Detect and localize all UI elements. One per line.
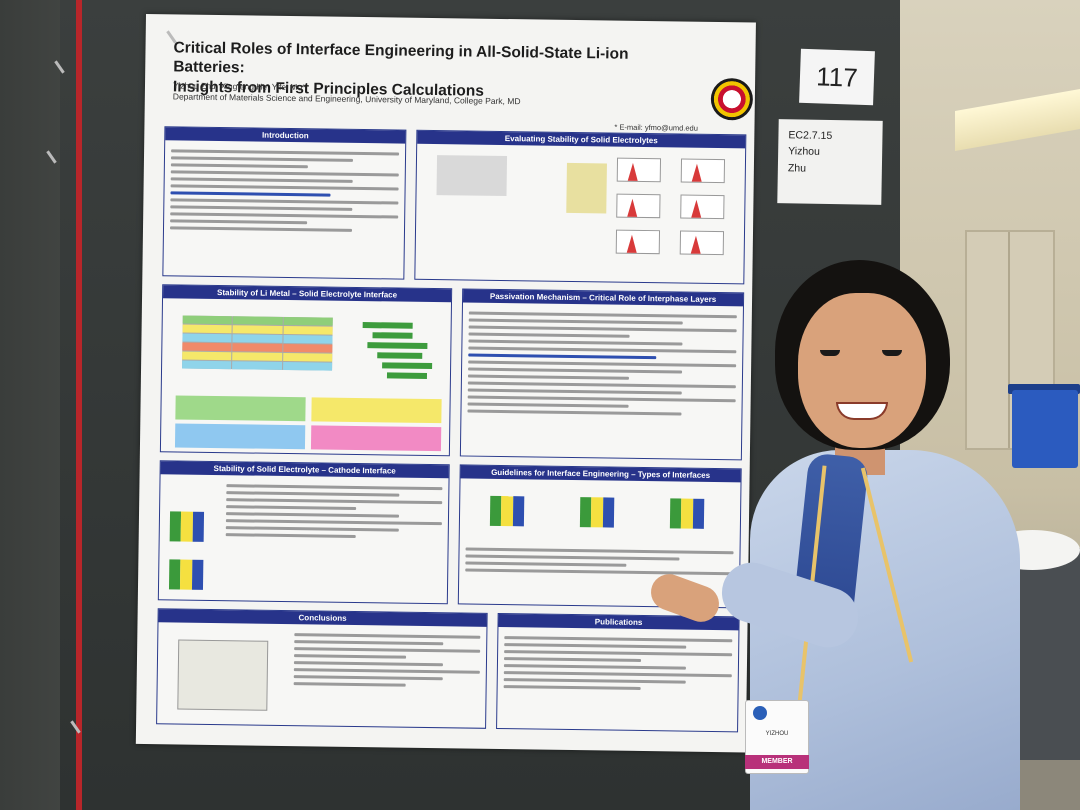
poster-email: * E-mail: yfmo@umd.edu [614,122,699,133]
interface-stack [168,559,204,590]
schematic-diagram [566,162,607,214]
interface-type-1 [489,495,525,527]
callout-yellow [311,397,442,424]
stability-bar [372,332,413,339]
stability-bar [362,322,413,329]
stability-bar [367,342,428,349]
stability-bar [382,362,433,370]
section-header: Evaluating Stability of Solid Electrolyt… [417,130,746,149]
eye [820,350,840,356]
section-body [220,475,449,548]
spectrum-plot [679,230,725,256]
spectrum-plot [680,194,725,220]
section-header: Conclusions [158,609,487,627]
section-header: Stability of Solid Electrolyte – Cathode… [160,461,449,479]
section-introduction: Introduction [162,126,407,280]
phase-table [182,315,333,371]
spectrum-plot [616,193,661,219]
stability-bar [386,372,428,379]
spectrum-plot [616,157,662,183]
eye [882,350,902,356]
face [798,293,926,448]
university-seal-icon [710,77,754,121]
section-body [288,624,487,697]
spectrum-plot [680,158,726,184]
presenter-first-name: Yizhou [788,145,820,159]
poster-number-card: 117 [799,48,875,106]
section-stability-li: Stability of Li Metal – Solid Electrolyt… [159,284,453,457]
red-stripe [76,0,82,810]
callout-green [175,395,306,422]
poster-authors: Yizhou Zhu, Xingfeng He, Yifei Mo* Depar… [173,80,521,107]
callout-pink [310,425,442,452]
section-cathode: Stability of Solid Electrolyte – Cathode… [157,460,450,605]
section-header: Stability of Li Metal – Solid Electrolyt… [163,285,452,303]
interface-type-2 [579,497,615,528]
presenter-last-name: Zhu [787,161,807,175]
presenter-person [645,255,1030,810]
badge-role-strip: MEMBER [745,755,809,769]
spectrum-plot [615,229,661,255]
callout-blue [174,423,306,450]
presenter-name-card: EC2.7.15 Yizhou Zhu [777,119,883,205]
badge-logo-icon [753,706,767,720]
section-conclusions: Conclusions [156,608,488,729]
interface-stack [169,511,205,542]
trash-bin [1012,390,1078,468]
trash-bin-lid [1008,384,1080,394]
stability-bar [377,352,423,359]
door-seam [1008,232,1010,448]
section-body [164,140,405,241]
conclusion-diagram [177,639,269,711]
session-code: EC2.7.15 [788,129,833,143]
crystal-diagram [436,155,508,197]
badge-name: YIZHOU [765,731,789,737]
